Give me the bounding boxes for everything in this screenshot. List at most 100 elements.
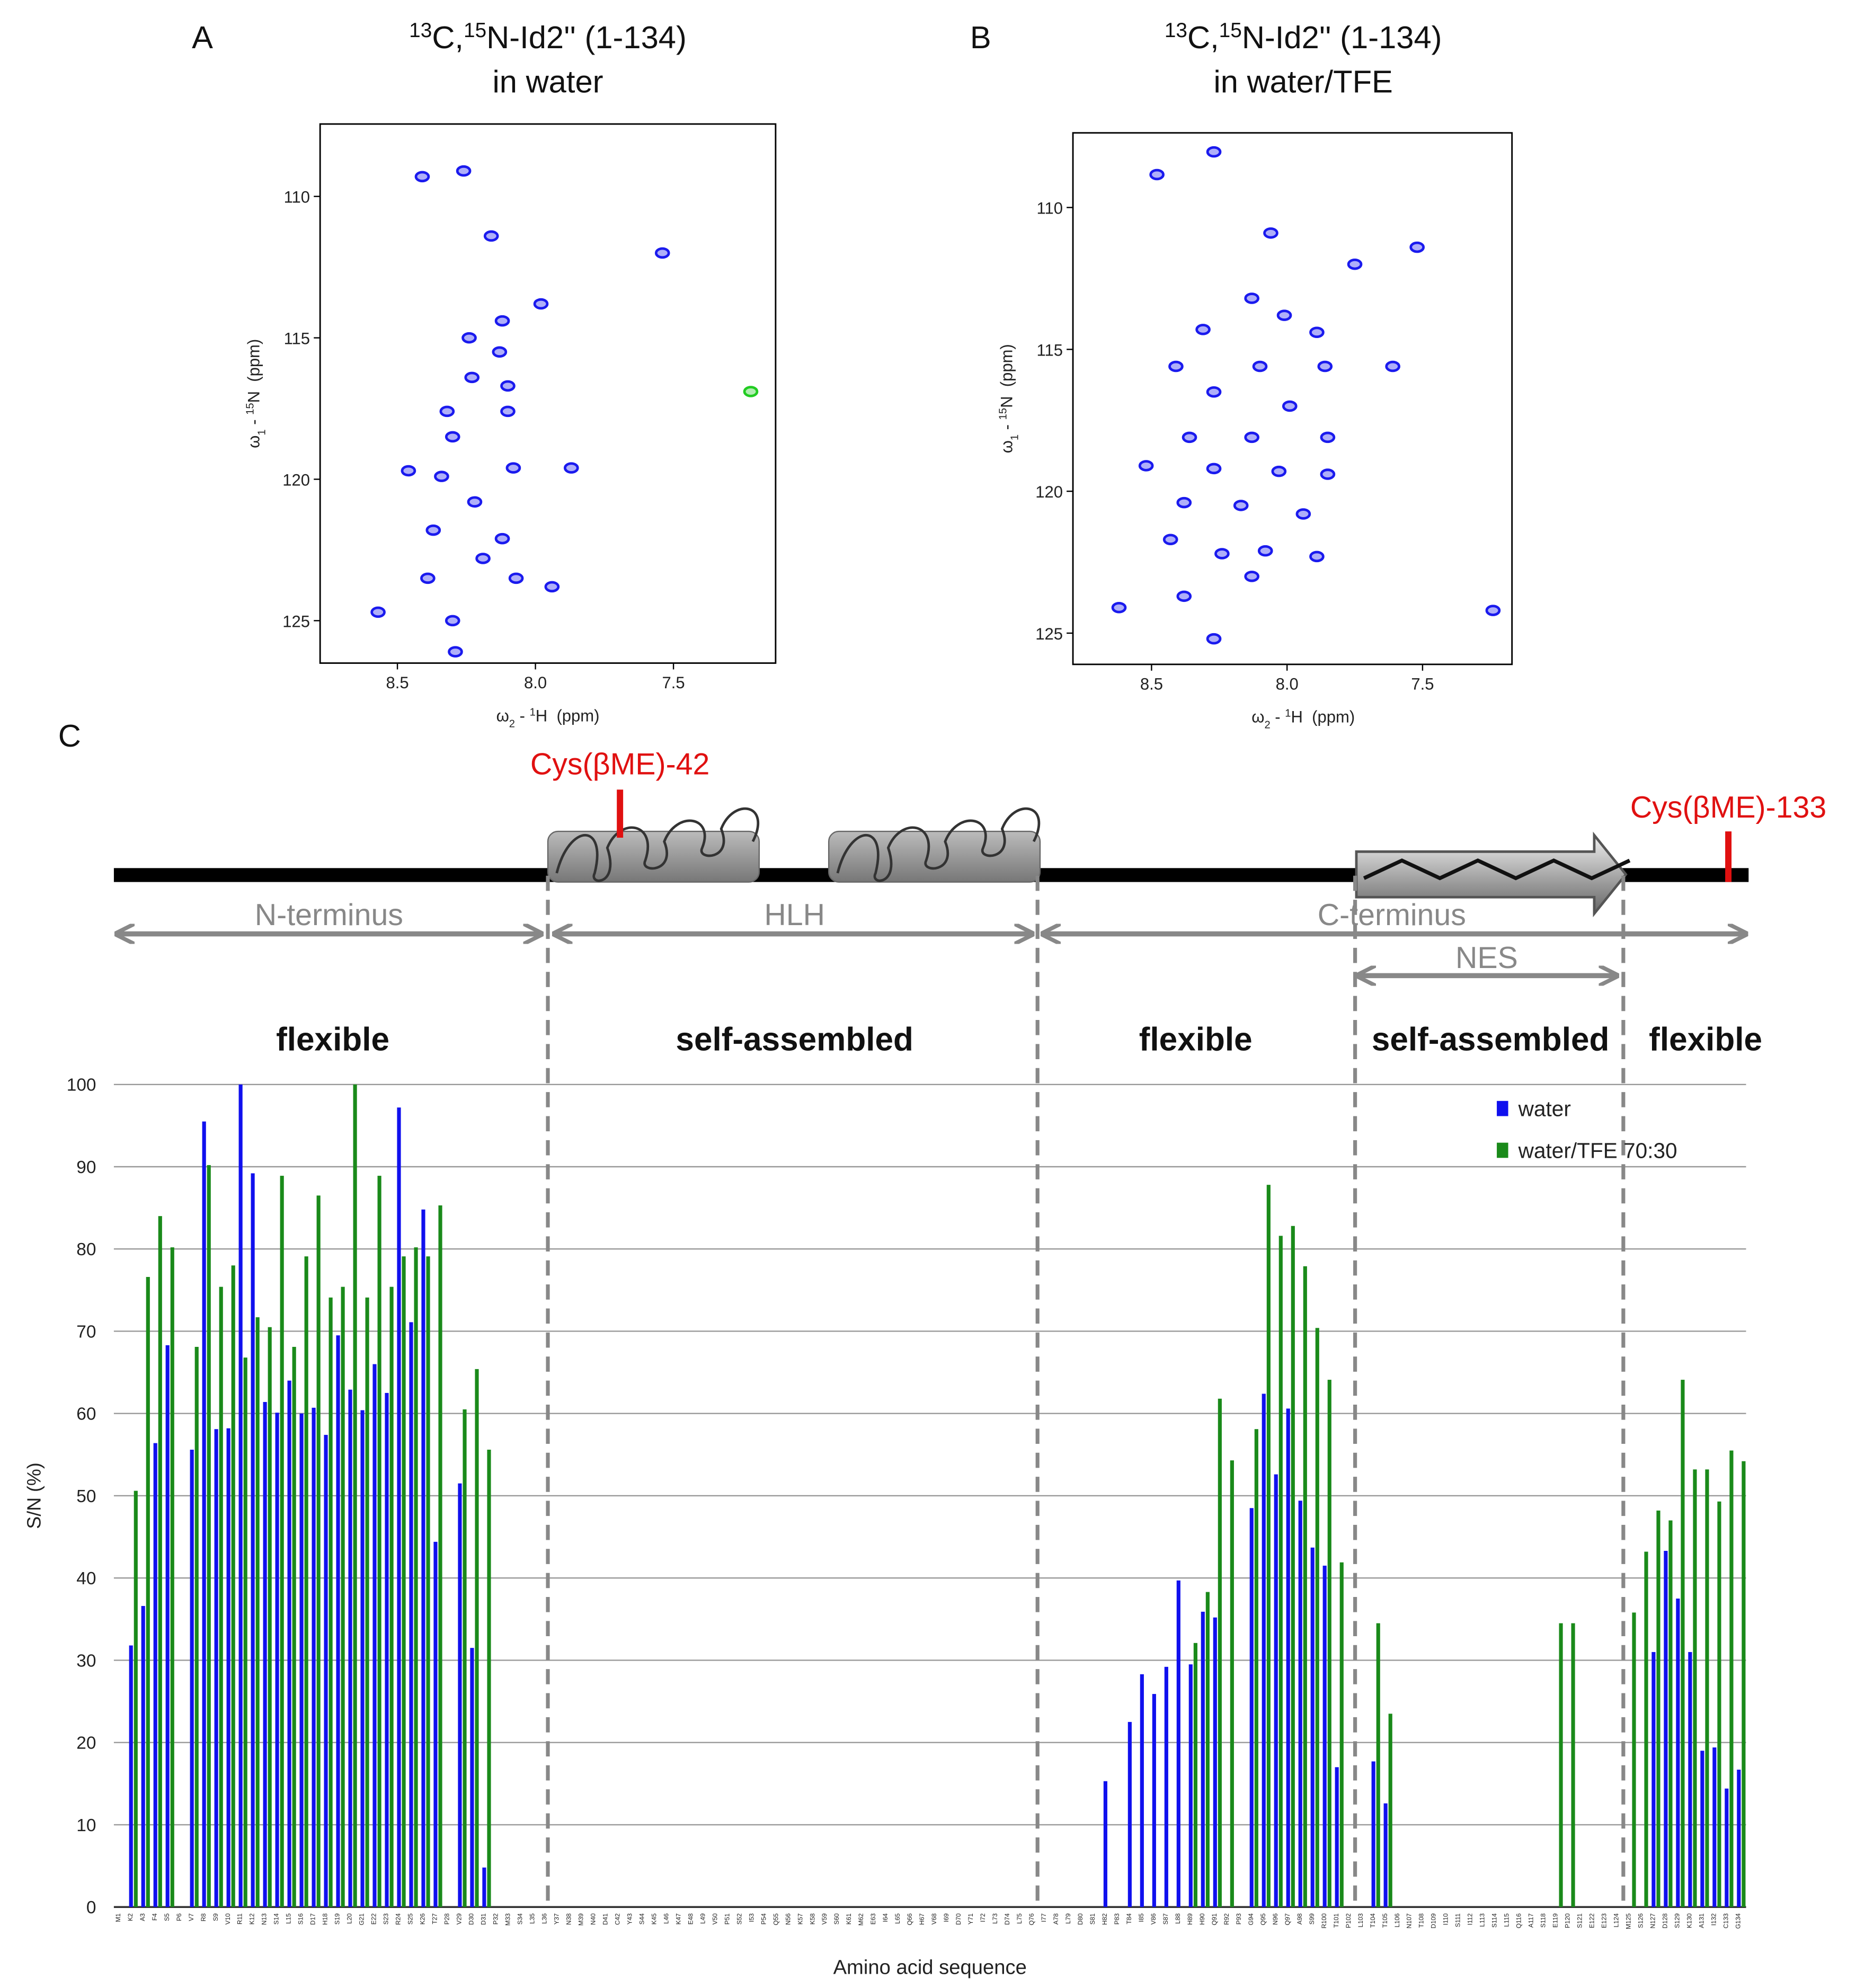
x-tick-label: 7.5 (1411, 675, 1434, 694)
bar (1262, 1394, 1266, 1907)
x-tick-label: L75 (1016, 1913, 1023, 1924)
chart-title-part: N-Id2'' (1-134) (1242, 20, 1442, 55)
peak (1149, 168, 1165, 181)
domain-label: C-terminus (1318, 898, 1466, 932)
x-tick-label: Q95 (1259, 1913, 1267, 1925)
bar (1376, 1623, 1380, 1907)
y-tick-label: 120 (282, 471, 310, 489)
x-tick-label: A78 (1052, 1913, 1060, 1925)
peak (1252, 360, 1268, 372)
x-tick-label: L113 (1479, 1913, 1486, 1927)
x-tick-label: M1 (114, 1913, 122, 1922)
chart-title: 13C,15N-Id2'' (1-134) (409, 19, 687, 55)
peak (492, 346, 508, 358)
bar (304, 1256, 308, 1907)
x-tick-label: G21 (358, 1913, 366, 1925)
bar (1103, 1781, 1107, 1907)
peak (1176, 496, 1192, 509)
peak (1206, 633, 1222, 645)
x-tick-label: T101 (1333, 1913, 1340, 1928)
bar (348, 1389, 352, 1907)
y-axis-label-part: N (ppm) (245, 339, 263, 403)
peak (1263, 227, 1278, 239)
x-tick-label: V10 (224, 1913, 232, 1925)
peak (544, 581, 560, 593)
x-axis-label-part: ω (496, 706, 509, 725)
bar (287, 1380, 291, 1907)
x-tick-label: D41 (601, 1913, 609, 1925)
cys-label: Cys(βME)-133 (1630, 791, 1826, 824)
x-axis-label-part: - (1271, 708, 1285, 726)
x-tick-label: S23 (383, 1913, 390, 1925)
x-tick-label: S81 (1089, 1913, 1096, 1925)
bar (1291, 1226, 1295, 1907)
x-tick-label: V68 (930, 1913, 938, 1925)
x-tick-label: I64 (882, 1913, 889, 1922)
x-tick-label: N127 (1649, 1913, 1657, 1929)
bar (324, 1435, 328, 1907)
peak (464, 371, 480, 384)
x-tick-label: L36 (540, 1913, 548, 1924)
bar (1383, 1803, 1388, 1907)
x-tick-label: L35 (529, 1913, 536, 1924)
x-tick-label: L88 (1174, 1913, 1182, 1924)
y-tick-label: 120 (1035, 483, 1063, 501)
region-dividers (546, 875, 1626, 1907)
peak (508, 572, 524, 584)
x-tick-label: I53 (748, 1913, 755, 1922)
bar (426, 1256, 430, 1907)
x-tick-label: T104 (1369, 1913, 1376, 1928)
x-axis-label-part: 2 (1264, 720, 1270, 731)
x-tick-label: G94 (1247, 1913, 1255, 1925)
bar (226, 1428, 230, 1907)
x-tick-label: L124 (1613, 1913, 1620, 1928)
bar (487, 1450, 491, 1907)
peak (1409, 241, 1425, 253)
bar (316, 1195, 321, 1907)
x-tick-label: M33 (504, 1913, 512, 1926)
x-tick-label: S87 (1162, 1913, 1169, 1925)
bar (1164, 1666, 1168, 1907)
x-tick-label: M125 (1625, 1913, 1632, 1929)
x-tick-label: D30 (468, 1913, 475, 1925)
peak (1244, 292, 1260, 304)
bar (1213, 1617, 1217, 1907)
x-tick-label: E22 (370, 1913, 378, 1925)
x-tick-label: N96 (1272, 1913, 1279, 1925)
bar (1230, 1460, 1234, 1907)
bar (207, 1165, 211, 1907)
x-tick-label: I112 (1467, 1913, 1474, 1925)
x-tick-label: A131 (1698, 1913, 1706, 1928)
region-label: self-assembled (1372, 1021, 1610, 1058)
bar (1712, 1747, 1717, 1907)
y-tick-label: 40 (76, 1569, 96, 1588)
plot-frame (1072, 132, 1513, 665)
x-axis-label-part: H (ppm) (1291, 708, 1355, 726)
bar (251, 1173, 255, 1907)
x-tick-label: R24 (395, 1913, 402, 1925)
bar (1303, 1266, 1307, 1907)
x-tick-label: Y37 (553, 1913, 560, 1925)
peak (1282, 400, 1298, 412)
y-tick-label: 115 (284, 330, 310, 348)
y-tick-label: 115 (1036, 341, 1062, 359)
bar (372, 1364, 377, 1907)
x-tick-label: S19 (334, 1913, 341, 1925)
x-tick-label: H18 (322, 1913, 329, 1925)
y-tick-label: 125 (282, 612, 310, 631)
panel-label: A (192, 20, 213, 55)
bar (1193, 1643, 1197, 1907)
x-tick-label: T27 (431, 1913, 439, 1924)
y-tick-label: 60 (76, 1405, 96, 1424)
bar (328, 1297, 333, 1907)
legend-label: water (1518, 1096, 1571, 1121)
bar (1725, 1788, 1729, 1907)
x-tick-label: V59 (821, 1913, 828, 1925)
peak (401, 465, 416, 477)
y-tick-label: 70 (76, 1322, 96, 1342)
bar (158, 1216, 162, 1907)
peak (434, 471, 449, 482)
x-tick-label: P6 (175, 1913, 183, 1921)
peak (1309, 326, 1325, 339)
